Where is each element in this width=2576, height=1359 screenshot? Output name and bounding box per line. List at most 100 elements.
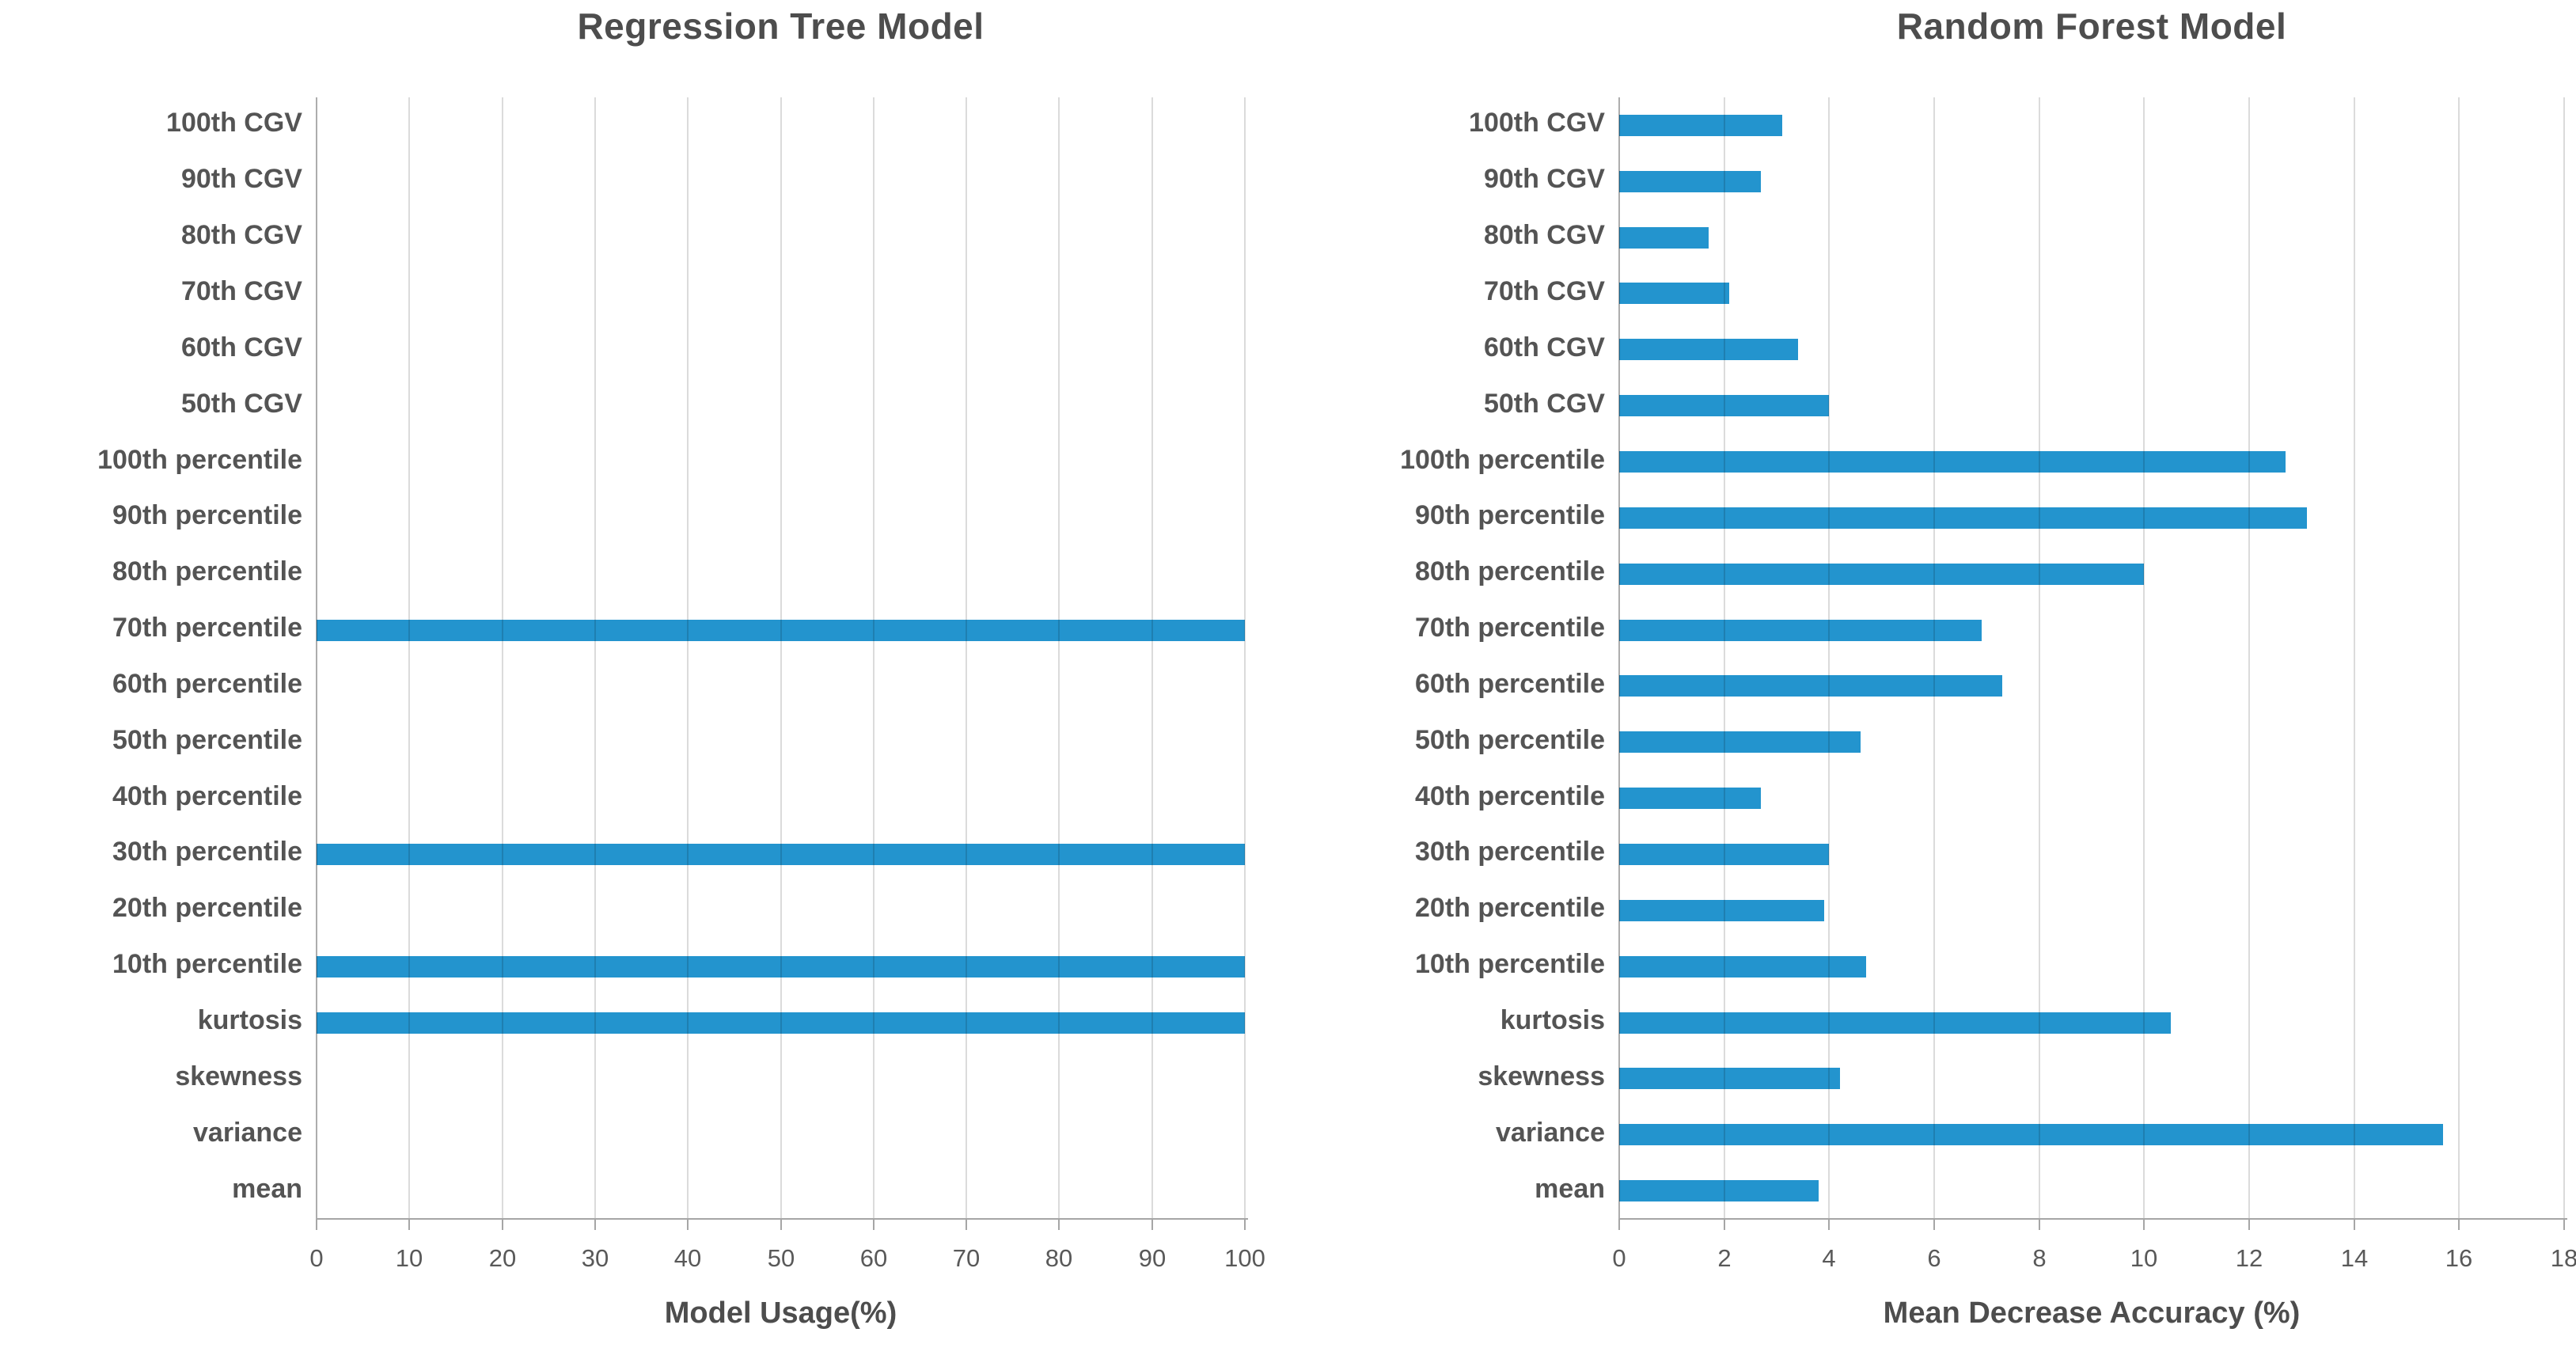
bar [1619, 900, 1824, 921]
category-label: 60th CGV [180, 332, 302, 363]
bar [1619, 1124, 2443, 1145]
x-tick-label: 30 [581, 1244, 609, 1272]
x-axis-title-right: Mean Decrease Accuracy (%) [1883, 1296, 2301, 1330]
bar [1619, 283, 1729, 304]
plot-area-left [316, 97, 1246, 1219]
category-label: 70th percentile [112, 613, 302, 643]
category-label: 100th percentile [1400, 445, 1605, 475]
x-tick-label: 70 [952, 1244, 981, 1272]
category-label: variance [193, 1118, 302, 1148]
bar [1619, 956, 1866, 977]
category-label: 50th CGV [180, 389, 302, 419]
x-axis-title-left: Model Usage(%) [664, 1296, 897, 1330]
x-tick-mark [1058, 1219, 1060, 1230]
x-tick-mark [1244, 1219, 1246, 1230]
category-label: 20th percentile [1415, 893, 1605, 923]
bar [1619, 171, 1761, 192]
gridline [2248, 97, 2250, 1219]
gridline [1151, 97, 1153, 1219]
x-axis-line-left [317, 1218, 1248, 1220]
x-tick-mark [2143, 1219, 2145, 1230]
x-tick-label: 12 [2235, 1244, 2263, 1272]
x-tick-label: 20 [488, 1244, 517, 1272]
x-tick-label: 10 [2130, 1244, 2158, 1272]
x-tick-label: 14 [2340, 1244, 2369, 1272]
category-label: 60th percentile [1415, 669, 1605, 699]
x-tick-label: 18 [2550, 1244, 2576, 1272]
x-tick-mark [2354, 1219, 2355, 1230]
gridline [1724, 97, 1725, 1219]
bar [1619, 227, 1709, 249]
category-label: 10th percentile [1415, 949, 1605, 979]
bar [1619, 1180, 1819, 1201]
x-tick-label: 4 [1822, 1244, 1836, 1272]
category-label: 50th CGV [1483, 389, 1605, 419]
chart-title-left: Regression Tree Model [577, 6, 984, 47]
x-tick-mark [966, 1219, 967, 1230]
x-tick-label: 100 [1224, 1244, 1265, 1272]
bar [317, 1012, 1245, 1034]
category-label: kurtosis [197, 1005, 302, 1035]
bar [1619, 675, 2002, 697]
bar [1619, 395, 1829, 416]
category-label: 80th CGV [1483, 220, 1605, 250]
category-label: 50th percentile [1415, 725, 1605, 755]
x-tick-mark [1151, 1219, 1153, 1230]
gridline [408, 97, 410, 1219]
category-label: skewness [175, 1061, 302, 1091]
plot-area-right [1618, 97, 2565, 1219]
category-label: mean [232, 1174, 302, 1204]
category-label: 10th percentile [112, 949, 302, 979]
bar [1619, 1012, 2171, 1034]
x-tick-label: 2 [1717, 1244, 1732, 1272]
category-label: 100th CGV [166, 108, 302, 138]
gridline [687, 97, 689, 1219]
gridline [966, 97, 967, 1219]
gridline [1933, 97, 1935, 1219]
category-label: 90th CGV [180, 164, 302, 194]
category-label: 40th percentile [1415, 781, 1605, 811]
category-label: 80th percentile [112, 556, 302, 586]
x-tick-mark [2039, 1219, 2040, 1230]
category-label: 80th CGV [180, 220, 302, 250]
x-tick-label: 10 [395, 1244, 423, 1272]
category-label: 40th percentile [112, 781, 302, 811]
bar [317, 844, 1245, 865]
x-tick-label: 0 [1612, 1244, 1626, 1272]
x-tick-label: 90 [1138, 1244, 1167, 1272]
category-label: skewness [1478, 1061, 1605, 1091]
bar [1619, 507, 2307, 529]
x-tick-mark [780, 1219, 782, 1230]
x-tick-mark [594, 1219, 596, 1230]
category-label: 90th percentile [112, 500, 302, 530]
category-label: variance [1496, 1118, 1605, 1148]
gridline [2563, 97, 2565, 1219]
gridline [594, 97, 596, 1219]
x-tick-mark [873, 1219, 874, 1230]
category-label: mean [1535, 1174, 1605, 1204]
category-label: 100th percentile [97, 445, 302, 475]
category-label: 90th percentile [1415, 500, 1605, 530]
category-label: 60th CGV [1483, 332, 1605, 363]
gridline [2143, 97, 2145, 1219]
bar [1619, 731, 1861, 753]
category-label: 70th CGV [1483, 276, 1605, 306]
bar [317, 620, 1245, 641]
bar [1619, 1068, 1840, 1089]
x-tick-mark [687, 1219, 689, 1230]
x-tick-label: 60 [859, 1244, 888, 1272]
gridline [2458, 97, 2460, 1219]
gridline [1244, 97, 1246, 1219]
x-tick-mark [2563, 1219, 2565, 1230]
y-axis-line [316, 97, 317, 1219]
gridline [1828, 97, 1830, 1219]
x-tick-mark [1724, 1219, 1725, 1230]
gridline [2039, 97, 2040, 1219]
bar [1619, 788, 1761, 809]
category-label: 20th percentile [112, 893, 302, 923]
gridline [2354, 97, 2355, 1219]
gridline [780, 97, 782, 1219]
